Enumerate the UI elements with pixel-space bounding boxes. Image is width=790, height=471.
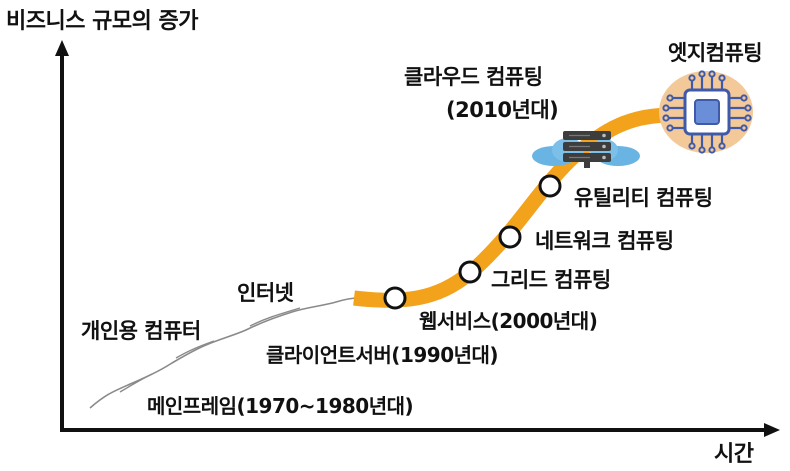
node-utility-computing	[538, 174, 562, 198]
label-internet: 인터넷	[237, 281, 294, 305]
x-axis-arrowhead	[764, 423, 780, 437]
early-era-wavy-line	[89, 297, 359, 409]
label-web-service: 웹서비스(2000년대)	[419, 309, 598, 333]
label-grid-computing: 그리드 컴퓨팅	[491, 268, 611, 292]
growth-curve	[353, 107, 673, 308]
y-axis-arrowhead	[55, 40, 69, 56]
label-edge-computing: 엣지컴퓨팅	[668, 41, 763, 65]
milestone-nodes	[383, 174, 562, 310]
label-client-server: 클라이언트서버(1990년대)	[266, 343, 499, 367]
label-cloud-period: (2010년대)	[446, 98, 559, 122]
y-axis-label: 비즈니스 규모의 증가	[6, 9, 198, 34]
node-grid-computing	[458, 260, 482, 284]
axes	[55, 40, 780, 437]
early-era-wavy-line-2	[119, 307, 301, 393]
label-cloud-computing: 클라우드 컴퓨팅	[404, 65, 543, 89]
node-web-service	[383, 286, 407, 310]
label-network-computing: 네트워크 컴퓨팅	[535, 229, 674, 253]
label-personal-computer: 개인용 컴퓨터	[81, 319, 201, 343]
edge-chip-icon	[659, 70, 753, 154]
label-mainframe: 메인프레임(1970~1980년대)	[147, 394, 414, 418]
node-network-computing	[498, 225, 522, 249]
label-utility-computing: 유틸리티 컴퓨팅	[574, 186, 713, 210]
x-axis-label: 시간	[714, 442, 754, 467]
cloud-server-icon	[532, 131, 640, 168]
